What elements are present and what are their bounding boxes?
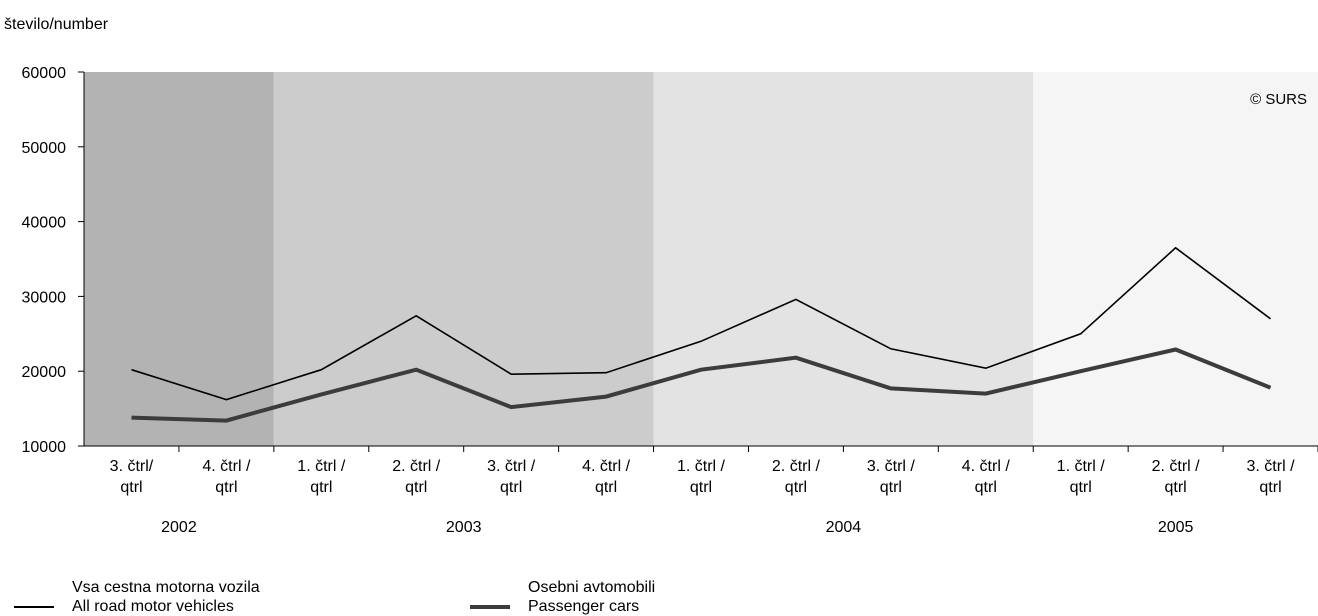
x-tick-label-line: 1. čtrl / (297, 458, 346, 475)
series-lines (131, 246, 1272, 423)
legend-label-passenger-cars-en: Passenger cars (528, 598, 640, 615)
x-tick-label-line: qtrl (310, 479, 332, 496)
x-tick-label-line: qtrl (120, 479, 142, 496)
x-tick-label-line: qtrl (1259, 479, 1281, 496)
x-tick-label-3: 2. čtrl / qtrl (392, 458, 441, 496)
x-tick-label-line: qtrl (690, 479, 712, 496)
axes (78, 71, 1318, 452)
x-tick-label-line: 4. čtrl / (202, 458, 251, 475)
y-tick-label-20000: 20000 (22, 364, 67, 381)
x-tick-label-10: 1. čtrl / qtrl (1057, 458, 1106, 496)
x-tick-label-2: 1. čtrl / qtrl (297, 458, 346, 496)
legend-swatch-passenger-cars (470, 605, 510, 609)
legend-label-all-vehicles-sl: Vsa cestna motorna vozila (72, 579, 260, 596)
x-tick-label-line: qtrl (785, 479, 807, 496)
x-tick-label-line: 3. čtrl/ (110, 458, 154, 475)
year-label-2004: 2004 (826, 519, 862, 536)
y-tick-label-60000: 60000 (22, 65, 67, 82)
x-tick-label-7: 2. čtrl / qtrl (772, 458, 821, 496)
x-tick-label-line: 1. čtrl / (1057, 458, 1106, 475)
x-tick-label-8: 3. čtrl / qtrl (867, 458, 916, 496)
x-tick-label-line: 3. čtrl / (487, 458, 536, 475)
x-tick-label-line: qtrl (975, 479, 997, 496)
legend-label-passenger-cars-sl: Osebni avtomobili (528, 579, 656, 596)
year-label-2002: 2002 (161, 519, 197, 536)
y-axis-title: število/number (4, 16, 109, 33)
x-tick-label-line: qtrl (215, 479, 237, 496)
x-tick-label-line: qtrl (1164, 479, 1186, 496)
x-tick-label-9: 4. čtrl / qtrl (962, 458, 1011, 496)
year-band-2003 (273, 72, 654, 446)
year-bands (84, 72, 1318, 446)
x-tick-label-line: 3. čtrl / (1247, 458, 1296, 475)
x-tick-label-line: qtrl (880, 479, 902, 496)
y-tick-label-30000: 30000 (22, 289, 67, 306)
series-line-0 (131, 246, 1271, 401)
x-tick-label-line: 2. čtrl / (772, 458, 821, 475)
year-band-2002 (84, 72, 274, 446)
x-tick-label-11: 2. čtrl / qtrl (1152, 458, 1201, 496)
x-tick-label-line: 4. čtrl / (962, 458, 1011, 475)
x-tick-label-line: qtrl (1070, 479, 1092, 496)
x-tick-label-line: qtrl (500, 479, 522, 496)
x-tick-label-line: 2. čtrl / (1152, 458, 1201, 475)
year-band-2005 (1033, 72, 1318, 446)
legend-label-all-vehicles-en: All road motor vehicles (72, 598, 234, 615)
x-tick-label-4: 3. čtrl / qtrl (487, 458, 536, 496)
x-tick-label-line: 4. čtrl / (582, 458, 631, 475)
series-line-1 (131, 347, 1272, 423)
x-tick-label-12: 3. čtrl / qtrl (1247, 458, 1296, 496)
axis-labels: 2002 2003 2004 2005 10000 20000 30000 40000 5000… (22, 65, 1296, 536)
y-tick-label-50000: 50000 (22, 140, 67, 157)
year-label-2005: 2005 (1158, 519, 1194, 536)
y-tick-label-40000: 40000 (22, 215, 67, 232)
x-tick-label-line: 1. čtrl / (677, 458, 726, 475)
year-band-2004 (653, 72, 1034, 446)
x-tick-label-line: qtrl (405, 479, 427, 496)
x-tick-label-line: 2. čtrl / (392, 458, 441, 475)
x-tick-label-0: 3. čtrl/qtrl (110, 458, 154, 496)
copyright-annotation: © SURS (1250, 91, 1307, 108)
x-tick-label-5: 4. čtrl / qtrl (582, 458, 631, 496)
x-tick-label-line: qtrl (595, 479, 617, 496)
x-tick-label-1: 4. čtrl / qtrl (202, 458, 251, 496)
x-tick-label-line: 3. čtrl / (867, 458, 916, 475)
year-label-2003: 2003 (446, 519, 482, 536)
legend-swatch-all-vehicles (14, 606, 54, 608)
x-tick-label-6: 1. čtrl / qtrl (677, 458, 726, 496)
y-tick-label-10000: 10000 (22, 439, 67, 456)
